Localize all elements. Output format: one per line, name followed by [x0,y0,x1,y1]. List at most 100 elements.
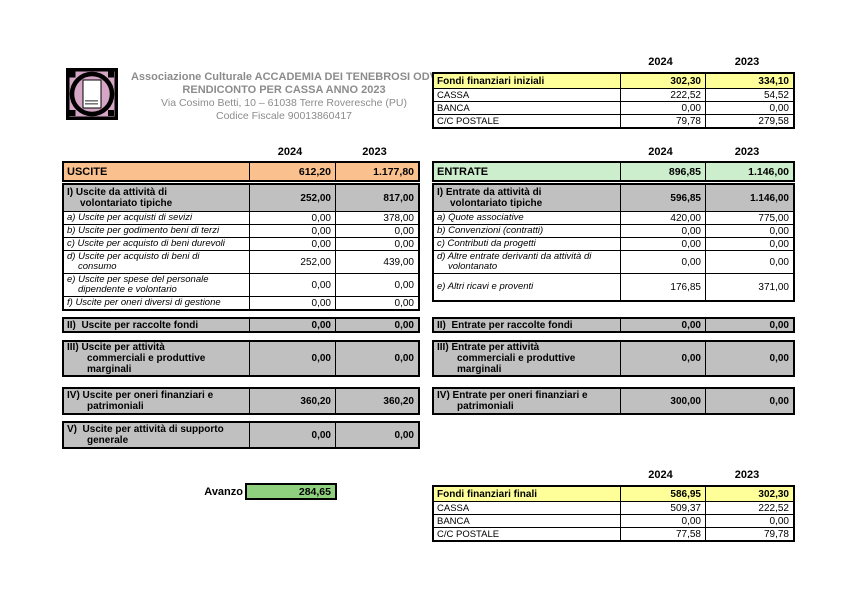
value-2023: 0,00 [705,238,793,250]
entrate-title: ENTRATE [437,165,489,178]
uscite-section-3: III) Uscite per attività commerciali e p… [62,340,420,377]
value-2024: 222,52 [620,89,705,101]
value-2023: 0,00 [705,319,793,331]
year-2023-label: 2023 [734,56,760,68]
value-2023: 334,10 [705,74,793,88]
value-2023: 0,00 [705,251,793,273]
table-row: a) Quote associative 420,00 775,00 [434,211,793,224]
year-2023-label: 2023 [734,469,760,481]
section-title: II) Entrate per raccolte fondi [437,319,573,331]
value-2024: 0,00 [249,238,335,250]
value-2024: 0,00 [620,225,705,237]
value-2024: 586,95 [620,487,705,501]
value-2023: 775,00 [705,212,793,224]
table-row: b) Uscite per godimento beni di terzi 0,… [64,224,418,237]
table-row: c) Uscite per acquisto di beni durevoli … [64,237,418,250]
row-label: C/C POSTALE [437,528,500,540]
section-title: IV) Entrate per oneri finanziari e patri… [437,390,588,412]
value-2023: 1.177,80 [335,163,418,180]
value-2024: 0,00 [249,342,335,375]
table-row: c) Contributi da progetti 0,00 0,00 [434,237,793,250]
entrate-section-2: II) Entrate per raccolte fondi 0,00 0,00 [432,317,795,333]
value-2024: 420,00 [620,212,705,224]
section-header-row: II) Uscite per raccolte fondi 0,00 0,00 [64,319,418,331]
section-title: V) Uscite per attività di supporto gener… [67,424,224,446]
row-label: b) Convenzioni (contratti) [437,225,544,236]
row-label: CASSA [437,89,470,101]
section-header-row: I) Uscite da attività di volontariato ti… [64,185,418,211]
value-2024: 0,00 [249,212,335,224]
section-title: II) Uscite per raccolte fondi [67,319,199,331]
value-2024: 596,85 [620,185,705,211]
org-name: Associazione Culturale ACCADEMIA DEI TEN… [130,71,437,83]
table-row: BANCA 0,00 0,00 [434,514,793,527]
value-2024: 0,00 [620,102,705,114]
association-logo [66,68,118,120]
value-2024: 300,00 [620,389,705,413]
row-label: e) Altri ricavi e proventi [437,280,534,292]
table-row: b) Convenzioni (contratti) 0,00 0,00 [434,224,793,237]
value-2023: 0,00 [335,225,418,237]
avanzo-value: 284,65 [245,483,337,500]
section-header-row: III) Entrate per attività commerciali e … [434,342,793,375]
row-label: f) Uscite per oneri diversi di gestione [67,297,221,308]
year-columns-header: 2024 2023 [618,56,791,68]
table-row: Fondi finanziari iniziali 302,30 334,10 [434,74,793,88]
value-2023: 817,00 [335,185,418,211]
row-label: C/C POSTALE [437,115,500,127]
document-header: Associazione Culturale ACCADEMIA DEI TEN… [118,71,450,123]
section-title: III) Uscite per attività commerciali e p… [67,342,206,375]
value-2023: 439,00 [335,251,418,273]
section-title: I) Entrate da attività di volontariato t… [437,187,543,209]
table-row: C/C POSTALE 77,58 79,78 [434,527,793,540]
section-header-row: II) Entrate per raccolte fondi 0,00 0,00 [434,319,793,331]
avanzo-label: Avanzo [204,486,243,498]
row-label: a) Quote associative [437,212,524,223]
logo-graphic [66,68,118,120]
table-row: C/C POSTALE 79,78 279,58 [434,114,793,127]
value-2023: 0,00 [335,342,418,375]
value-2023: 371,00 [705,274,793,300]
value-2023: 222,52 [705,502,793,514]
entrate-summary: ENTRATE 896,85 1.146,00 [432,161,795,182]
document-title: RENDICONTO PER CASSA ANNO 2023 [182,84,386,96]
section-title: I) Uscite da attività di volontariato ti… [67,187,173,209]
table-row: USCITE 612,20 1.177,80 [64,163,418,180]
value-2023: 0,00 [705,389,793,413]
section-title: III) Entrate per attività commerciali e … [437,342,576,375]
uscite-section-5: V) Uscite per attività di supporto gener… [62,421,420,449]
section-header-row: V) Uscite per attività di supporto gener… [64,423,418,447]
year-columns-header: 2024 2023 [618,469,791,481]
uscite-section-2: II) Uscite per raccolte fondi 0,00 0,00 [62,317,420,333]
value-2023: 302,30 [705,487,793,501]
section-header-row: IV) Uscite per oneri finanziari e patrim… [64,389,418,413]
value-2024: 360,20 [249,389,335,413]
value-2023: 1.146,00 [705,163,793,180]
org-fiscal-code: Codice Fiscale 90013860417 [215,110,352,122]
value-2023: 0,00 [705,225,793,237]
row-label: d) Altre entrate derivanti da attività d… [437,251,592,272]
table-row: CASSA 509,37 222,52 [434,501,793,514]
uscite-section-4: IV) Uscite per oneri finanziari e patrim… [62,387,420,415]
year-2023-label: 2023 [734,146,760,158]
table-row: f) Uscite per oneri diversi di gestione … [64,296,418,309]
fondi-iniziali-table: Fondi finanziari iniziali 302,30 334,10 … [432,72,795,129]
entrate-section-3: III) Entrate per attività commerciali e … [432,340,795,377]
year-columns-header: 2024 2023 [247,146,416,158]
value-2023: 0,00 [335,238,418,250]
table-row: d) Uscite per acquisto di beni di consum… [64,250,418,273]
year-2024-label: 2024 [277,146,303,158]
value-2023: 0,00 [335,423,418,447]
value-2024: 0,00 [620,238,705,250]
row-label: BANCA [437,515,470,527]
table-row: BANCA 0,00 0,00 [434,101,793,114]
row-label: c) Contributi da progetti [437,238,536,249]
section-header-row: I) Entrate da attività di volontariato t… [434,185,793,211]
row-label: e) Uscite per spese del personale dipend… [67,274,209,295]
entrate-section-4: IV) Entrate per oneri finanziari e patri… [432,387,795,415]
value-2023: 79,78 [705,528,793,540]
row-label: CASSA [437,502,470,514]
value-2024: 896,85 [620,163,705,180]
year-2024-label: 2024 [648,469,673,481]
value-2023: 54,52 [705,89,793,101]
